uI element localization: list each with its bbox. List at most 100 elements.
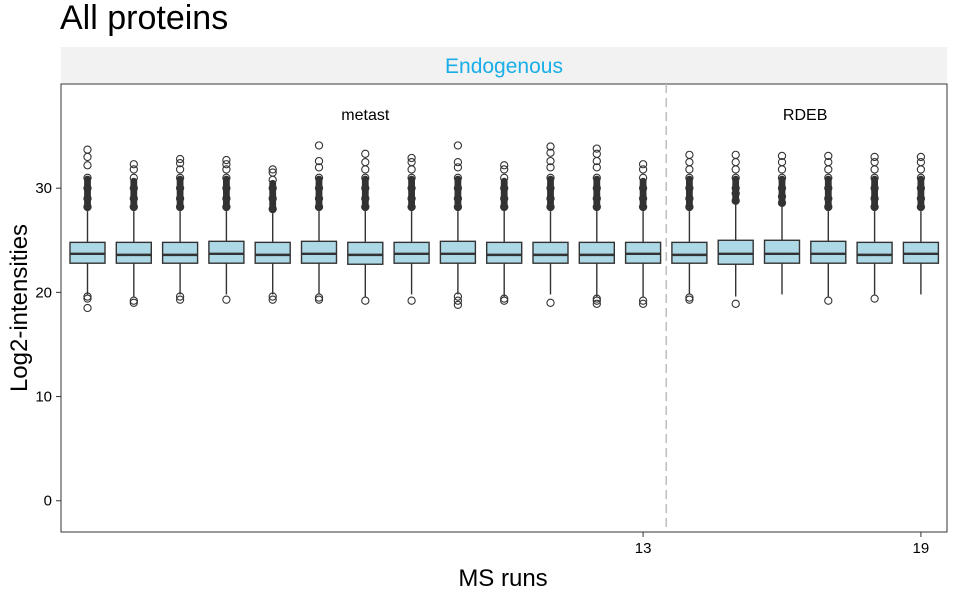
outlier-point	[314, 156, 324, 166]
outlier-point	[500, 194, 509, 203]
outlier-point	[453, 300, 463, 310]
box-run-16	[763, 151, 801, 295]
outlier-point	[870, 152, 879, 162]
outlier-point	[870, 173, 879, 182]
outlier-point	[222, 165, 231, 174]
outlier-point	[638, 173, 648, 182]
outlier-point	[407, 184, 416, 193]
outlier-point	[361, 173, 370, 182]
outlier-point	[175, 159, 185, 168]
outlier-point	[916, 173, 926, 182]
outlier-point	[870, 184, 879, 193]
outlier-point	[83, 202, 92, 212]
outlier-point	[546, 163, 555, 172]
box-run-4	[208, 155, 245, 304]
outlier-point	[777, 157, 787, 167]
outlier-point	[916, 157, 926, 167]
outlier-point	[500, 296, 509, 305]
x-tick-label: 13	[635, 540, 652, 557]
outlier-point	[870, 202, 879, 212]
outlier-point	[592, 173, 601, 182]
outlier-point	[407, 153, 416, 163]
outlier-point	[500, 202, 509, 212]
outlier-point	[175, 194, 185, 203]
outlier-point	[407, 194, 416, 203]
outlier-point	[592, 294, 601, 303]
outlier-point	[268, 165, 277, 174]
outlier-point	[685, 173, 694, 182]
outlier-point	[916, 202, 926, 212]
group-label: RDEB	[783, 107, 827, 124]
outlier-point	[314, 184, 324, 193]
facet-strip	[61, 47, 947, 83]
outlier-point	[546, 298, 555, 307]
outlier-point	[175, 292, 185, 301]
box-run-5	[254, 165, 291, 304]
outlier-point	[777, 151, 787, 161]
outlier-point	[175, 295, 185, 304]
outlier-point	[83, 145, 92, 154]
box-run-10	[486, 161, 523, 305]
outlier-point	[824, 184, 833, 193]
box-iqr	[439, 240, 477, 264]
outlier-cluster	[500, 177, 508, 212]
outlier-point	[638, 296, 648, 305]
outlier-point	[453, 194, 463, 203]
outlier-point	[268, 295, 277, 304]
box-iqr	[161, 241, 199, 264]
box-iqr	[532, 241, 569, 264]
outlier-cluster	[269, 179, 277, 214]
outlier-point	[129, 202, 138, 212]
group-label: metast	[341, 107, 390, 124]
outlier-point	[83, 184, 92, 193]
outlier-point	[546, 142, 555, 151]
outlier-point	[685, 150, 694, 159]
box-run-13	[624, 160, 662, 308]
outlier-point	[83, 294, 92, 303]
box-run-11	[532, 142, 569, 307]
outlier-point	[777, 192, 787, 201]
outlier-point	[361, 202, 370, 212]
outlier-point	[777, 198, 787, 207]
outlier-point	[870, 194, 879, 203]
outlier-point	[685, 295, 694, 304]
outlier-point	[83, 194, 92, 203]
outlier-point	[685, 293, 694, 302]
outlier-point	[916, 194, 926, 203]
outlier-point	[175, 184, 185, 193]
outlier-point	[175, 173, 185, 182]
outlier-point	[500, 161, 509, 170]
outlier-point	[916, 184, 926, 193]
outlier-point	[453, 163, 463, 172]
outlier-point	[824, 151, 833, 161]
outlier-point	[731, 150, 740, 159]
outlier-point	[824, 194, 833, 203]
outlier-point	[268, 184, 277, 193]
outlier-point	[222, 173, 231, 182]
outlier-point	[870, 157, 879, 167]
box-run-17	[810, 151, 847, 305]
outlier-point	[500, 173, 509, 182]
box-run-15	[717, 150, 754, 308]
outlier-point	[916, 152, 926, 162]
outlier-point	[592, 163, 601, 172]
box-iqr	[300, 240, 338, 264]
box-run-19	[902, 152, 940, 295]
outlier-point	[546, 184, 555, 193]
outlier-point	[129, 160, 138, 169]
box-iqr	[717, 239, 754, 265]
outlier-point	[83, 173, 92, 182]
outlier-point	[314, 202, 324, 212]
y-tick-label: 10	[35, 389, 52, 406]
outlier-cluster	[130, 177, 138, 212]
outlier-point	[129, 173, 138, 182]
outlier-point	[222, 202, 231, 212]
box-iqr	[254, 241, 291, 264]
outlier-point	[268, 194, 277, 203]
chart-title: All proteins	[60, 0, 228, 37]
outlier-point	[546, 202, 555, 212]
outlier-point	[870, 294, 879, 303]
outlier-point	[314, 293, 324, 302]
outlier-point	[500, 294, 509, 303]
